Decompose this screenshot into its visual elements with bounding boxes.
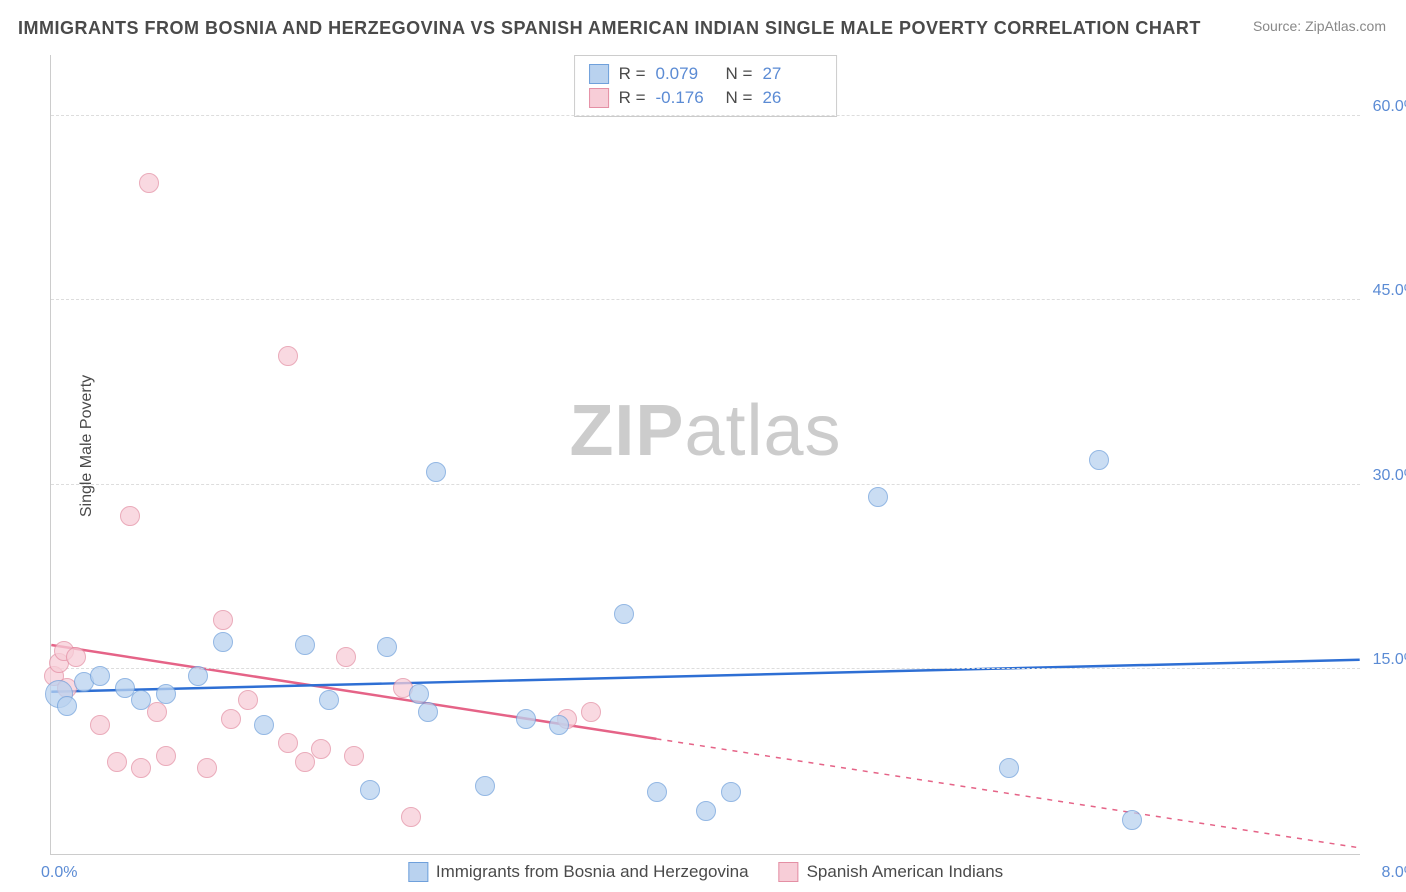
series-legend-item-a: Immigrants from Bosnia and Herzegovina xyxy=(408,862,749,882)
watermark-text: ZIPatlas xyxy=(569,390,841,472)
series-a-point xyxy=(360,780,380,800)
series-a-point xyxy=(614,604,634,624)
series-a-point xyxy=(696,801,716,821)
trend-line-b-dashed xyxy=(656,739,1359,848)
swatch-series-a xyxy=(589,64,609,84)
series-b-point xyxy=(197,758,217,778)
y-tick-label: 15.0% xyxy=(1373,651,1406,669)
trend-line-a xyxy=(51,660,1359,692)
series-b-point xyxy=(401,807,421,827)
series-b-point xyxy=(213,610,233,630)
series-a-point xyxy=(868,487,888,507)
series-b-point xyxy=(344,746,364,766)
series-b-label: Spanish American Indians xyxy=(807,862,1004,882)
series-a-point xyxy=(516,709,536,729)
gridline xyxy=(51,299,1360,300)
series-b-point xyxy=(311,739,331,759)
legend-row-b: R = -0.176 N = 26 xyxy=(589,86,823,110)
series-b-point xyxy=(131,758,151,778)
trend-line-layer xyxy=(51,55,1360,854)
series-b-point xyxy=(120,506,140,526)
series-a-point xyxy=(57,696,77,716)
series-b-point xyxy=(90,715,110,735)
source-attribution: Source: ZipAtlas.com xyxy=(1253,18,1386,34)
x-tick-label: 0.0% xyxy=(41,864,77,882)
correlation-legend: R = 0.079 N = 27 R = -0.176 N = 26 xyxy=(574,55,838,117)
series-a-point xyxy=(188,666,208,686)
series-a-point xyxy=(377,637,397,657)
gridline xyxy=(51,115,1360,116)
gridline xyxy=(51,484,1360,485)
r-label-b: R = xyxy=(619,88,646,108)
series-a-point xyxy=(213,632,233,652)
n-value-a: 27 xyxy=(762,64,822,84)
series-b-point xyxy=(238,690,258,710)
n-label-b: N = xyxy=(726,88,753,108)
series-b-point xyxy=(221,709,241,729)
series-a-point xyxy=(254,715,274,735)
plot-area: ZIPatlas R = 0.079 N = 27 R = -0.176 N =… xyxy=(50,55,1360,855)
swatch-series-b xyxy=(779,862,799,882)
series-b-point xyxy=(336,647,356,667)
series-a-point xyxy=(131,690,151,710)
series-a-point xyxy=(409,684,429,704)
series-a-point xyxy=(418,702,438,722)
legend-row-a: R = 0.079 N = 27 xyxy=(589,62,823,86)
series-a-point xyxy=(549,715,569,735)
series-a-point xyxy=(426,462,446,482)
series-a-point xyxy=(90,666,110,686)
series-a-point xyxy=(1122,810,1142,830)
n-value-b: 26 xyxy=(762,88,822,108)
n-label-a: N = xyxy=(726,64,753,84)
y-tick-label: 45.0% xyxy=(1373,282,1406,300)
series-a-label: Immigrants from Bosnia and Herzegovina xyxy=(436,862,749,882)
series-b-point xyxy=(581,702,601,722)
series-b-point xyxy=(139,173,159,193)
series-b-point xyxy=(66,647,86,667)
series-legend-item-b: Spanish American Indians xyxy=(779,862,1004,882)
series-b-point xyxy=(156,746,176,766)
y-tick-label: 60.0% xyxy=(1373,98,1406,116)
series-a-point xyxy=(156,684,176,704)
series-b-point xyxy=(278,733,298,753)
series-a-point xyxy=(475,776,495,796)
series-a-point xyxy=(999,758,1019,778)
series-a-point xyxy=(1089,450,1109,470)
series-b-point xyxy=(107,752,127,772)
watermark-bold: ZIP xyxy=(569,391,684,471)
y-tick-label: 30.0% xyxy=(1373,467,1406,485)
r-label-a: R = xyxy=(619,64,646,84)
series-a-point xyxy=(721,782,741,802)
r-value-a: 0.079 xyxy=(656,64,716,84)
r-value-b: -0.176 xyxy=(656,88,716,108)
swatch-series-b xyxy=(589,88,609,108)
chart-title: IMMIGRANTS FROM BOSNIA AND HERZEGOVINA V… xyxy=(18,18,1201,39)
swatch-series-a xyxy=(408,862,428,882)
x-tick-label: 8.0% xyxy=(1382,864,1406,882)
series-b-point xyxy=(278,346,298,366)
watermark-light: atlas xyxy=(684,391,841,471)
series-a-point xyxy=(319,690,339,710)
series-a-point xyxy=(647,782,667,802)
series-a-point xyxy=(295,635,315,655)
series-b-point xyxy=(147,702,167,722)
gridline xyxy=(51,668,1360,669)
series-legend: Immigrants from Bosnia and Herzegovina S… xyxy=(408,862,1003,882)
